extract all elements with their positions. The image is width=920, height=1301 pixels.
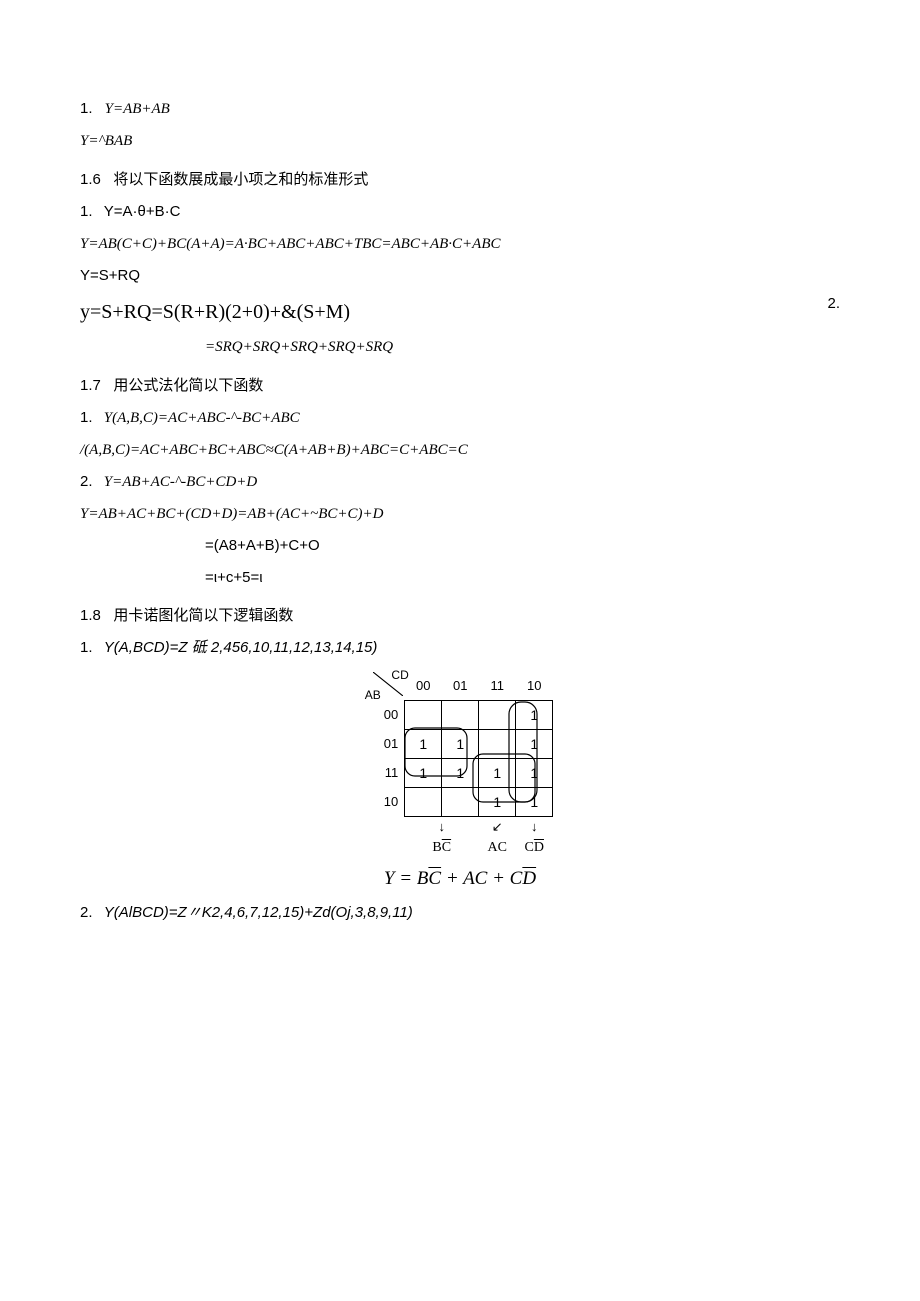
kmap-cell: 1 [405, 729, 442, 758]
equation-work: Y=AB+AC+BC+(CD+D)=AB+(AC+~BC+C)+D [80, 502, 840, 528]
section-heading: 1.8 用卡诺图化简以下逻辑函数 [80, 604, 840, 625]
equation-text: Y=A·θ+B·C [104, 203, 181, 220]
eq-term-bar: D [522, 868, 536, 889]
kmap-row-header: 00 [367, 700, 405, 729]
equation-work: Y=AB(C+C)+BC(A+A)=A·BC+ABC+ABC+TBC=ABC+A… [80, 232, 840, 258]
kmap-result-equation: Y = BC + AC + CD [367, 868, 554, 890]
list-number: 1. [80, 203, 93, 220]
arrow-down-icon: ↓ [516, 816, 553, 837]
kmap-row-header: 10 [367, 787, 405, 816]
equation-text: Y=^BAB [80, 129, 840, 155]
eq-term: B [417, 868, 429, 889]
kmap-cell: 1 [479, 758, 516, 787]
list-number: 2. [80, 904, 93, 921]
equation-text: Y(AlBCD)=Z〃K2,4,6,7,12,15)+Zd(Oj,3,8,9,1… [104, 904, 413, 921]
kmap-row-header: 11 [367, 758, 405, 787]
section-number: 1.6 [80, 171, 101, 188]
kmap-cell: 1 [516, 700, 553, 729]
section-title: 将以下函数展成最小项之和的标准形式 [113, 171, 368, 188]
kmap-group-label: AC [488, 840, 507, 855]
kmap-group-label: CD [525, 840, 544, 855]
list-number: 1. [80, 100, 101, 117]
equation-text: Y(A,BCD)=Z 砥 2,456,10,11,12,13,14,15) [104, 639, 378, 656]
kmap-cell: 1 [442, 729, 479, 758]
section-heading: 1.6 将以下函数展成最小项之和的标准形式 [80, 168, 840, 189]
eq-term: AC [463, 868, 487, 889]
kmap-cell [405, 787, 442, 816]
kmap-corner-cd: CD [391, 668, 408, 682]
kmap-cell [479, 729, 516, 758]
eq-prefix: Y = [384, 868, 417, 889]
equation-text: =SRQ+SRQ+SRQ+SRQ+SRQ [205, 335, 840, 361]
list-number: 2. [827, 295, 840, 312]
kmap-table: AB CD 00 01 11 10 00 1 [367, 672, 554, 859]
equation-text: Y=AB+AB [105, 101, 170, 117]
list-number: 2. [80, 473, 93, 490]
kmap-cell: 1 [479, 787, 516, 816]
equation-text: Y(A,B,C)=AC+ABC-^-BC+ABC [104, 410, 300, 426]
kmap-cell [442, 787, 479, 816]
section-number: 1.7 [80, 377, 101, 394]
section-heading: 1.7 用公式法化简以下函数 [80, 374, 840, 395]
list-number: 1. [80, 409, 93, 426]
section-title: 用公式法化简以下函数 [113, 377, 263, 394]
karnaugh-map: AB CD 00 01 11 10 00 1 [367, 672, 554, 890]
kmap-cell [479, 700, 516, 729]
kmap-cell: 1 [516, 729, 553, 758]
kmap-cell [442, 700, 479, 729]
eq-term-bar: C [428, 868, 441, 889]
kmap-corner-ab: AB [365, 688, 381, 702]
kmap-group-label: BC [432, 840, 451, 855]
kmap-col-header: 11 [479, 672, 516, 701]
arrow-down-icon: ↙ [479, 816, 516, 837]
kmap-col-header: 10 [516, 672, 553, 701]
equation-work: =ι+c+5=ι [205, 565, 840, 591]
kmap-col-header: 00 [405, 672, 442, 701]
equation-work: /(A,B,C)=AC+ABC+BC+ABC≈C(A+AB+B)+ABC=C+A… [80, 438, 840, 464]
arrow-down-icon: ↓ [405, 816, 479, 837]
kmap-row-header: 01 [367, 729, 405, 758]
kmap-cell: 1 [442, 758, 479, 787]
equation-text: y=S+RQ=S(R+R)(2+0)+&(S+M) [80, 295, 840, 329]
equation-text: Y=S+RQ [80, 263, 840, 289]
eq-plus: + [487, 868, 509, 889]
section-title: 用卡诺图化简以下逻辑函数 [113, 607, 293, 624]
kmap-cell: 1 [516, 787, 553, 816]
list-number: 1. [80, 639, 93, 656]
eq-term: C [510, 868, 523, 889]
section-number: 1.8 [80, 607, 101, 624]
kmap-cell: 1 [405, 758, 442, 787]
kmap-col-header: 01 [442, 672, 479, 701]
equation-text: Y=AB+AC-^-BC+CD+D [104, 474, 257, 490]
eq-plus: + [441, 868, 463, 889]
kmap-cell [405, 700, 442, 729]
equation-work: =(A8+A+B)+C+O [205, 533, 840, 559]
kmap-cell: 1 [516, 758, 553, 787]
